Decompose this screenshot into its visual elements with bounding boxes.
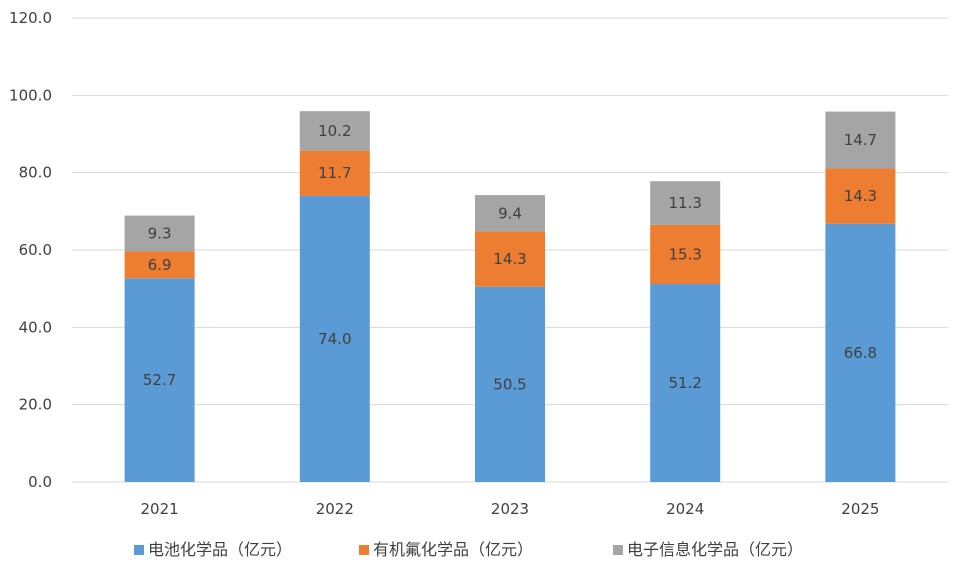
x-tick-label: 2024 (666, 500, 704, 518)
x-axis-ticks: 2021 2022 2023 2024 2025 (141, 500, 880, 518)
x-tick-label: 2025 (841, 500, 879, 518)
data-label: 66.8 (844, 344, 877, 362)
bar-segment (650, 181, 721, 225)
data-label: 51.2 (668, 374, 701, 392)
data-label: 15.3 (668, 245, 701, 263)
legend-swatch (134, 545, 144, 555)
y-tick-label: 0.0 (28, 473, 52, 491)
y-tick-label: 100.0 (9, 86, 52, 104)
data-label: 14.3 (844, 187, 877, 205)
bar-segment (475, 195, 545, 232)
legend-swatch (359, 545, 369, 555)
legend: 电池化学品（亿元） 有机氟化学品（亿元） 电子信息化学品（亿元） (134, 540, 803, 559)
bar-segment (299, 111, 370, 151)
y-tick-label: 20.0 (19, 396, 52, 414)
bar-segment (124, 251, 195, 279)
y-axis-ticks: 0.0 20.0 40.0 60.0 80.0 100.0 120.0 (9, 9, 52, 491)
data-label: 9.3 (148, 225, 172, 243)
data-label: 50.5 (493, 375, 526, 393)
data-label: 11.7 (318, 164, 351, 182)
x-tick-label: 2021 (141, 500, 179, 518)
legend-label: 有机氟化学品（亿元） (373, 540, 533, 559)
data-label: 14.7 (844, 131, 877, 149)
bar-segment (825, 223, 896, 482)
bar-segment (825, 168, 896, 224)
y-tick-label: 40.0 (19, 318, 52, 336)
y-tick-label: 120.0 (9, 9, 52, 27)
bar-segment (650, 284, 721, 482)
bar-segment (299, 150, 370, 196)
bar-segment (475, 286, 545, 482)
bar-segment (124, 278, 195, 482)
bar-segment (475, 231, 545, 287)
bar-segment (825, 111, 896, 169)
data-label: 11.3 (668, 194, 701, 212)
data-label: 9.4 (498, 204, 522, 222)
data-label: 52.7 (143, 371, 176, 389)
y-tick-label: 80.0 (19, 164, 52, 182)
data-label: 14.3 (493, 250, 526, 268)
x-tick-label: 2023 (491, 500, 529, 518)
bar-segment (650, 224, 721, 285)
bars: 52.7 6.9 9.3 74.0 11.7 10.2 50.5 14.3 9.4 51.2 15.… (124, 111, 896, 482)
legend-label: 电池化学品（亿元） (148, 540, 292, 559)
data-label: 6.9 (148, 256, 172, 274)
y-tick-label: 60.0 (19, 241, 52, 259)
x-tick-label: 2022 (316, 500, 354, 518)
legend-label: 电子信息化学品（亿元） (627, 540, 803, 559)
legend-swatch (613, 545, 623, 555)
bar-segment (299, 195, 370, 482)
data-label: 10.2 (318, 122, 351, 140)
data-label: 74.0 (318, 330, 351, 348)
bar-segment (124, 215, 195, 252)
